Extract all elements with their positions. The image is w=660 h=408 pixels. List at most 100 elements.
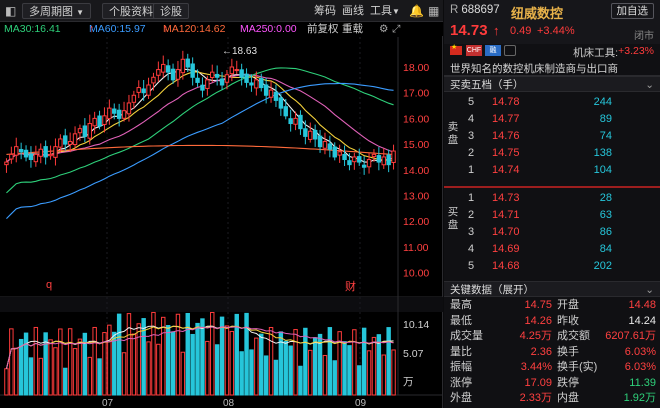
candle-body [107,107,112,120]
candle-body [38,148,43,157]
candle-body [352,156,357,163]
quote-panel: R 688697 纽威数控 加自选 14.73 ↑ 0.49 +3.44% 闭市 … [444,0,660,408]
price-tick-label: 16.00 [403,113,429,125]
candle-body [9,153,14,160]
candle-body [141,88,146,94]
time-tick-label: 09 [355,398,367,408]
candle-body [175,69,181,80]
stock-profile-button[interactable]: 个股资料 [102,3,160,19]
candlesticks [4,50,396,175]
volume-bar [342,341,347,396]
volume-bar [180,351,186,396]
margin-tag-icon[interactable]: 融 [485,45,501,56]
volume-bar [9,328,14,396]
axis-labels: 18.00 17.00 16.00 15.00 14.00 13.00 12.00 11.00… [46,46,429,408]
volume-bar [224,325,230,396]
candle-body [190,63,195,78]
price-tick-label: 18.00 [403,62,429,74]
arrow-up-icon: ↑ [493,23,500,38]
candle-body [161,63,166,73]
chart-settings-icon[interactable]: ⚙ [379,23,389,35]
order-price: 14.77 [492,113,520,125]
candle-body [337,151,342,156]
volume-bar [97,358,102,396]
candle-body [254,79,259,89]
back-icon[interactable]: ◧ [5,4,17,18]
keydata-value: 4.25万 [519,330,552,342]
candle-body [322,141,328,149]
candle-body [112,108,117,114]
add-favorite-button[interactable]: 加自选 [610,3,654,19]
volume-bar [161,316,166,396]
volume-bar [249,349,254,396]
keydata-label: 开盘 [557,299,579,311]
order-volume: 28 [599,192,612,204]
industry-label[interactable]: 机床工具: [573,47,618,59]
candle-body [361,164,367,168]
draw-line-button[interactable]: 画线 [342,5,364,17]
candle-body [116,109,122,119]
bell-icon[interactable]: 🔔 [409,4,424,18]
volume-bar [92,326,97,396]
candle-body [342,154,347,161]
candle-body [92,117,97,127]
chevron-down-icon: ⌄ [645,284,654,296]
chart-expand-icon[interactable]: ⤢ [392,23,401,35]
volume-bar [317,333,323,396]
candle-body [386,154,391,166]
price-tick-label: 12.00 [403,216,429,228]
order-price: 14.69 [492,243,520,255]
sell-label-text: 卖盘 [447,121,459,146]
multi-period-button[interactable]: 多周期图 ▼ [22,3,91,19]
keydata-header[interactable]: 关键数据（展开） ⌄ [444,281,660,297]
diagnose-button[interactable]: 诊股 [153,3,189,19]
candle-body [317,135,323,148]
volume-bar [165,325,171,396]
candle-body [28,153,34,161]
candle-body [63,135,68,145]
volume-bar [141,318,146,396]
ma30-label: MA30:16.41 [4,23,61,35]
buy-order-row: 1 14.73 28 [462,190,660,206]
volume-bar [214,344,220,396]
adjust-toggle[interactable]: 前复权 [307,23,339,35]
overlay-toggle[interactable]: 重载 [342,23,363,35]
tag-box-icon[interactable] [504,45,516,56]
volume-bar [312,337,318,396]
volume-bar [107,324,112,396]
keydata-value: 6.03% [624,345,656,358]
orderbook-divider [444,186,660,188]
volume-bar [347,345,352,396]
grid-menu-icon[interactable]: ▦ [428,4,440,18]
candle-body [165,65,171,73]
volume-bar [283,340,288,396]
volume-bar [14,347,19,396]
candle-body [185,58,190,68]
volume-bar [18,338,24,396]
volume-bar [381,354,386,396]
stock-code: R 688697 [450,4,500,16]
volume-bar [190,333,195,396]
volume-ma-line [5,326,394,369]
volume-bar [53,347,58,396]
keydata-value: 1.92万 [623,392,656,404]
stock-name[interactable]: 纽威数控 [511,6,564,21]
candle-body [288,118,293,125]
order-price: 14.73 [492,192,520,204]
tools-button[interactable]: 工具▼ [370,3,400,19]
volume-bar [298,365,303,396]
multi-period-label: 多周期图 [29,6,73,18]
order-volume: 74 [599,130,612,142]
orderbook-header[interactable]: 买卖五档（手） ⌄ [444,76,660,92]
volume-bar [82,332,88,396]
chf-tag-icon[interactable]: CHF [466,45,482,56]
volume-bar [376,334,382,396]
chips-button[interactable]: 筹码 [314,5,336,17]
keydata-label: 涨停 [450,376,472,389]
candle-body [43,146,48,158]
volume-bar [371,336,377,396]
volume-bar [4,368,9,396]
kline-chart[interactable]: 18.00 17.00 16.00 15.00 14.00 13.00 12.00 11.00… [0,0,443,408]
candle-body [131,94,137,103]
high-price-marker: ←18.63 [222,46,257,57]
